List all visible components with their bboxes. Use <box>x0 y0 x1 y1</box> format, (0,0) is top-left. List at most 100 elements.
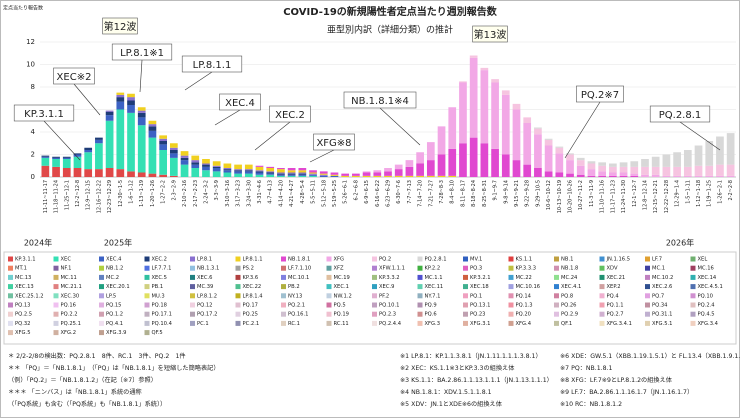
bar-segment <box>651 174 660 177</box>
annotation-arrow <box>564 101 601 159</box>
x-tick-label: 8-25~8-31 <box>482 180 488 207</box>
legend-label: NF.1 <box>61 266 72 272</box>
bar-segment <box>309 175 317 177</box>
legend-swatch <box>645 256 650 262</box>
legend-label: KS.1.1 <box>516 257 533 263</box>
legend-label: MV.1 <box>470 257 482 263</box>
bar-segment <box>116 169 125 177</box>
legend-swatch <box>599 293 605 299</box>
legend-label: PQ.2.9 <box>561 312 578 318</box>
bar-segment <box>491 148 499 177</box>
legend-swatch <box>53 274 59 280</box>
bar-segment <box>319 173 328 175</box>
annotation-box <box>576 85 624 103</box>
note: ※3 KS.1.1：BA.2.86.1.1.13.1.1.1（JN.1.13.1… <box>400 377 553 384</box>
bar-segment <box>587 169 596 176</box>
x-tick-label: 11-18~11-24 <box>54 180 60 213</box>
bar-segment <box>255 166 264 171</box>
note: ※2 XEC：KS.1.1※3とKP.3.3の組換え体 <box>400 364 515 372</box>
legend-label: XFG.5.1 <box>652 321 672 327</box>
legend-swatch <box>8 311 13 317</box>
bar-segment <box>191 155 200 161</box>
legend-label: MC.39 <box>197 284 213 290</box>
bar-segment <box>491 79 499 83</box>
legend-label: KP.3.6 <box>243 275 259 281</box>
legend-label: PQ.10.1 <box>379 303 399 309</box>
legend-label: LP.8.1.2 <box>197 293 217 299</box>
legend-swatch <box>99 320 104 326</box>
x-tick-label: 4-14~4-20 <box>278 180 284 207</box>
legend-swatch <box>144 311 150 317</box>
bar-segment <box>223 170 232 173</box>
bar-segment <box>480 67 489 71</box>
x-tick-label: 3-31~4-6 <box>257 180 263 204</box>
bar-segment <box>694 175 703 177</box>
legend-swatch <box>8 284 13 290</box>
bar-segment <box>41 165 50 177</box>
bar-segment <box>234 171 242 174</box>
annotation-box <box>649 105 711 123</box>
bar-segment <box>319 171 328 174</box>
legend-label: XFG.3.4 <box>698 321 719 327</box>
bar-segment <box>405 166 414 176</box>
bar-segment <box>148 124 157 127</box>
bar-segment <box>255 165 264 167</box>
bar-segment <box>373 170 382 173</box>
legend-label: XFG.3.1 <box>470 321 490 327</box>
bar-segment <box>523 164 532 177</box>
x-tick-label: 12-23~12-29 <box>107 180 113 213</box>
bar-segment <box>662 154 671 167</box>
bar-segment <box>148 173 157 177</box>
x-tick-label: 6-16~6-22 <box>375 180 381 207</box>
bar-segment <box>501 90 510 95</box>
legend-label: MC.10.16 <box>516 284 541 290</box>
legend-label: RC.11 <box>334 321 349 327</box>
legend-swatch <box>8 274 13 280</box>
bar-segment <box>212 165 221 167</box>
bar-segment <box>352 173 360 176</box>
legend-swatch <box>599 265 605 271</box>
bar-segment <box>405 160 414 167</box>
legend-swatch <box>599 256 605 262</box>
bar-segment <box>191 162 200 165</box>
x-tick-label: 12-8~12-14 <box>642 180 648 210</box>
legend-label: PQ.25 <box>243 312 258 318</box>
bar-segment <box>73 153 82 155</box>
annotation-arrow <box>73 83 101 116</box>
legend-swatch <box>144 302 150 308</box>
bar-segment <box>469 57 478 138</box>
bar-segment <box>287 175 296 177</box>
legend-label: KP.3.1.1 <box>15 257 36 263</box>
bar-segment <box>598 175 607 177</box>
bar-segment <box>630 173 639 176</box>
bar-segment <box>95 137 103 140</box>
bar-segment <box>137 172 146 177</box>
legend-swatch <box>144 320 150 326</box>
bar-segment <box>469 137 478 177</box>
legend-label: XEC.4.1 <box>561 284 581 290</box>
x-tick-label: 12-30~1-5 <box>118 180 124 207</box>
bar-segment <box>73 156 82 168</box>
bar-segment <box>598 165 607 172</box>
bar-segment <box>394 164 403 170</box>
y-tick-label: 8 <box>31 83 35 91</box>
bar-segment <box>566 173 574 177</box>
legend-label: QF.1 <box>561 321 572 327</box>
legend-swatch <box>53 265 59 271</box>
bar-segment <box>148 120 157 125</box>
bar-segment <box>544 145 553 172</box>
bar-segment <box>191 168 200 177</box>
x-tick-label: 7-28~8-3 <box>439 180 445 204</box>
bar-segment <box>277 174 285 176</box>
bar-segment <box>576 165 585 175</box>
annotation-arrow <box>139 59 143 93</box>
bar-segment <box>159 144 167 150</box>
legend-label: XEC.13 <box>15 284 34 290</box>
x-tick-label: 4-7~4-13 <box>268 180 274 204</box>
legend-swatch <box>690 265 696 271</box>
annotation: LP.8.1.1 <box>193 60 232 71</box>
legend-swatch <box>554 302 559 308</box>
legend-label: XEC.30 <box>61 293 80 299</box>
legend-swatch <box>235 311 241 317</box>
legend-swatch <box>53 302 59 308</box>
